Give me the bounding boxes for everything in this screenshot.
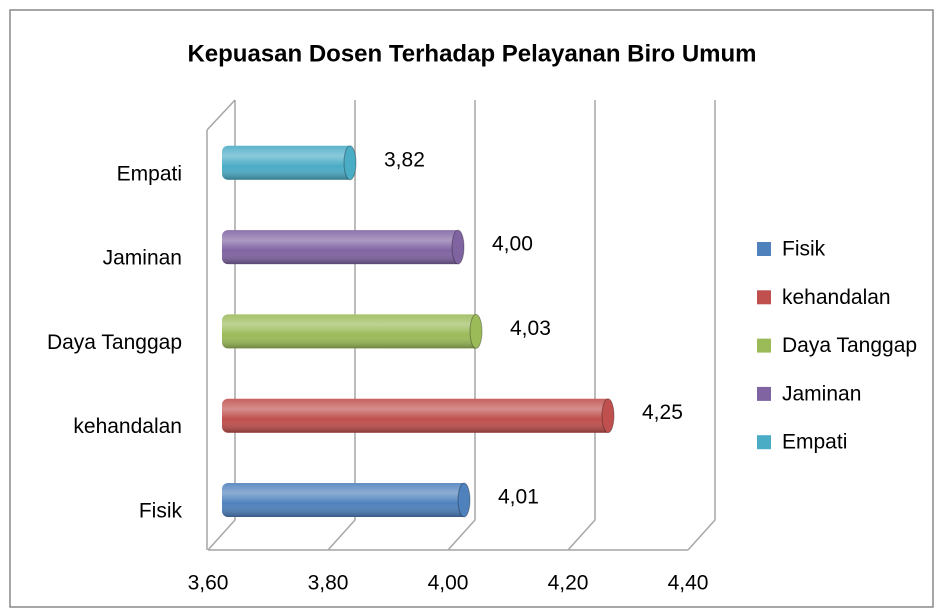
y-tick-label: Jaminan <box>103 247 182 270</box>
x-tick-label: 4,20 <box>548 572 589 595</box>
grid-line <box>447 100 476 551</box>
x-tick-label: 3,80 <box>308 572 349 595</box>
legend-swatch <box>757 338 771 353</box>
x-tick-label: 4,40 <box>668 572 709 595</box>
x-tick-label: 3,60 <box>188 572 229 595</box>
value-label: 4,25 <box>642 401 683 424</box>
legend-label: Empati <box>782 431 847 454</box>
bar-shine <box>222 145 354 180</box>
bar-cap <box>343 145 357 181</box>
chart-title: Kepuasan Dosen Terhadap Pelayanan Biro U… <box>187 40 756 67</box>
legend-label: Daya Tanggap <box>782 334 917 357</box>
legend-swatch <box>757 290 771 305</box>
bar-cap <box>601 398 615 434</box>
value-label: 4,01 <box>498 486 539 509</box>
value-label: 4,00 <box>492 233 533 256</box>
value-label: 4,03 <box>510 317 551 340</box>
y-tick-label: kehandalan <box>73 415 182 438</box>
legend-swatch <box>757 386 771 401</box>
grid-line <box>687 100 716 551</box>
bar-shine <box>222 314 480 349</box>
legend-label: kehandalan <box>782 286 891 309</box>
grid-line <box>567 100 596 551</box>
bar-shine <box>222 230 462 265</box>
y-tick-label: Fisik <box>139 500 183 523</box>
x-tick-label: 4,00 <box>428 572 469 595</box>
bar-shine <box>222 483 468 517</box>
legend-label: Jaminan <box>782 382 861 405</box>
legend-swatch <box>757 435 771 450</box>
legend-swatch <box>757 242 771 256</box>
bar-cap <box>451 229 465 265</box>
legend-label: Fisik <box>782 238 826 261</box>
bar-cap <box>457 482 471 518</box>
y-tick-label: Daya Tanggap <box>47 331 182 354</box>
bar-cap <box>469 313 483 349</box>
chart-frame <box>9 9 934 608</box>
left-wall <box>206 99 236 550</box>
value-label: 3,82 <box>384 148 425 171</box>
bar-shine <box>222 398 612 433</box>
y-tick-label: Empati <box>117 162 182 185</box>
